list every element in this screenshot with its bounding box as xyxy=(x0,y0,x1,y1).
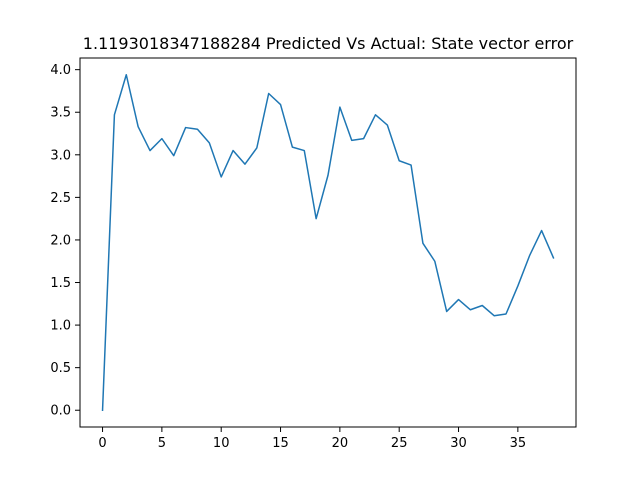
y-tick-label: 0.0 xyxy=(50,404,71,419)
chart-title: 1.1193018347188284 Predicted Vs Actual: … xyxy=(83,34,574,53)
y-tick-label: 2.0 xyxy=(50,233,71,248)
x-tick-label: 10 xyxy=(213,436,230,451)
x-tick-label: 5 xyxy=(158,436,166,451)
y-tick-label: 3.0 xyxy=(50,148,71,163)
y-tick-label: 1.0 xyxy=(50,319,71,334)
y-tick-label: 1.5 xyxy=(50,276,71,291)
axes-frame xyxy=(79,57,577,428)
x-tick-label: 15 xyxy=(272,436,289,451)
y-tick-label: 0.5 xyxy=(50,361,71,376)
x-tick-label: 30 xyxy=(450,436,467,451)
series-line-0 xyxy=(101,74,555,412)
y-axis: 0.0 0.5 1.0 1.5 2.0 2.5 3.0 3.5 4.0 xyxy=(50,63,80,419)
x-tick-label: 25 xyxy=(391,436,408,451)
x-tick-label: 35 xyxy=(510,436,527,451)
x-tick-label: 20 xyxy=(332,436,349,451)
y-tick-label: 2.5 xyxy=(50,191,71,206)
plot-area xyxy=(101,74,555,412)
x-tick-label: 0 xyxy=(98,436,106,451)
x-axis: 0 5 10 15 20 25 30 35 xyxy=(98,427,526,451)
y-tick-label: 3.5 xyxy=(50,106,71,121)
y-tick-label: 4.0 xyxy=(50,63,71,78)
